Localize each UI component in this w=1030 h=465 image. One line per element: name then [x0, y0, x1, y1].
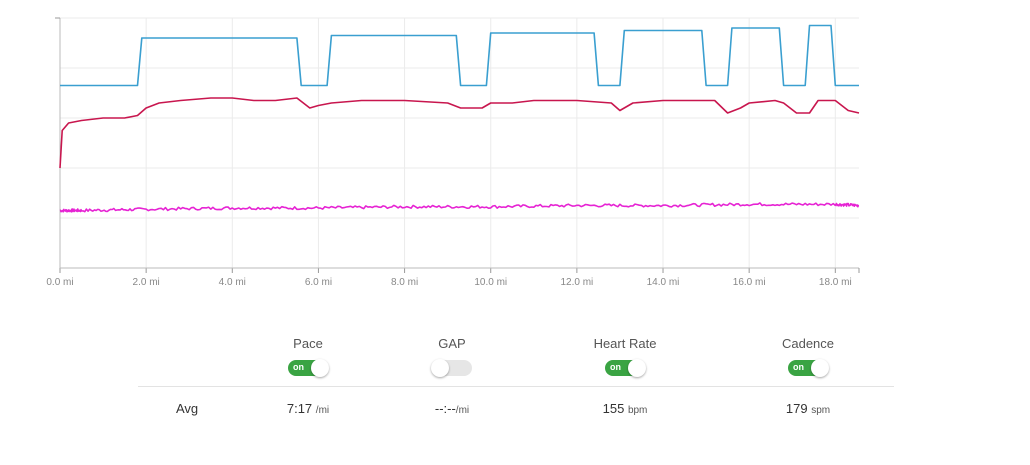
series-line-1 [59, 97, 860, 169]
pace-toggle-text: on [293, 362, 304, 372]
avg-cadence: 179 spm [728, 401, 888, 416]
avg-gap-value: --:-- [434, 401, 456, 416]
avg-cadence-unit: spm [811, 405, 831, 416]
avg-heart-rate-value: 155 [602, 401, 625, 416]
cadence-label: Cadence [781, 336, 835, 351]
x-tick-label: 2.0 mi [133, 277, 160, 288]
avg-heart-rate-unit: bpm [627, 405, 648, 416]
pace-label: Pace [293, 336, 323, 351]
avg-gap-unit: /mi [455, 405, 470, 416]
heart-rate-label: Heart Rate [593, 336, 657, 351]
x-tick-label: 18.0 mi [819, 277, 852, 288]
heart-rate-toggle-text: on [610, 362, 621, 372]
metric-cadence: Cadence on [728, 336, 888, 377]
toggle-knob [311, 359, 329, 377]
elevation-chart[interactable]: 0.0 mi 2.0 mi 4.0 mi 6.0 mi 8.0 mi 10.0 mi 12.… [0, 0, 1030, 300]
x-tick-label: 10.0 mi [474, 277, 507, 288]
cadence-toggle-text: on [793, 362, 804, 372]
x-tick-label: 8.0 mi [391, 277, 418, 288]
avg-pace: 7:17 /mi [228, 401, 388, 416]
heart-rate-toggle[interactable]: on [605, 359, 646, 377]
avg-pace-value: 7:17 [286, 401, 313, 416]
metric-heart-rate: Heart Rate on [545, 336, 705, 377]
x-tick-label: 12.0 mi [560, 277, 593, 288]
x-tick-label: 14.0 mi [647, 277, 680, 288]
cadence-toggle[interactable]: on [788, 359, 829, 377]
avg-label: Avg [176, 401, 199, 416]
x-tick-label: 0.0 mi [46, 277, 73, 288]
series-line-0 [60, 24, 859, 87]
avg-pace-unit: /mi [315, 405, 330, 416]
toggle-knob [628, 359, 646, 377]
divider [138, 386, 894, 387]
gap-label: GAP [438, 336, 466, 351]
metric-pace: Pace on [228, 336, 388, 377]
avg-gap: --:--/mi [372, 401, 532, 416]
x-tick-label: 16.0 mi [733, 277, 766, 288]
x-tick-label: 4.0 mi [219, 277, 246, 288]
avg-cadence-value: 179 [785, 401, 808, 416]
gap-toggle[interactable] [431, 359, 472, 377]
avg-heart-rate: 155 bpm [545, 401, 705, 416]
pace-toggle[interactable]: on [288, 359, 329, 377]
toggle-knob [431, 359, 449, 377]
toggle-knob [811, 359, 829, 377]
x-tick-label: 6.0 mi [305, 277, 332, 288]
metric-gap: GAP [372, 336, 532, 377]
series-line-2 [59, 202, 860, 213]
